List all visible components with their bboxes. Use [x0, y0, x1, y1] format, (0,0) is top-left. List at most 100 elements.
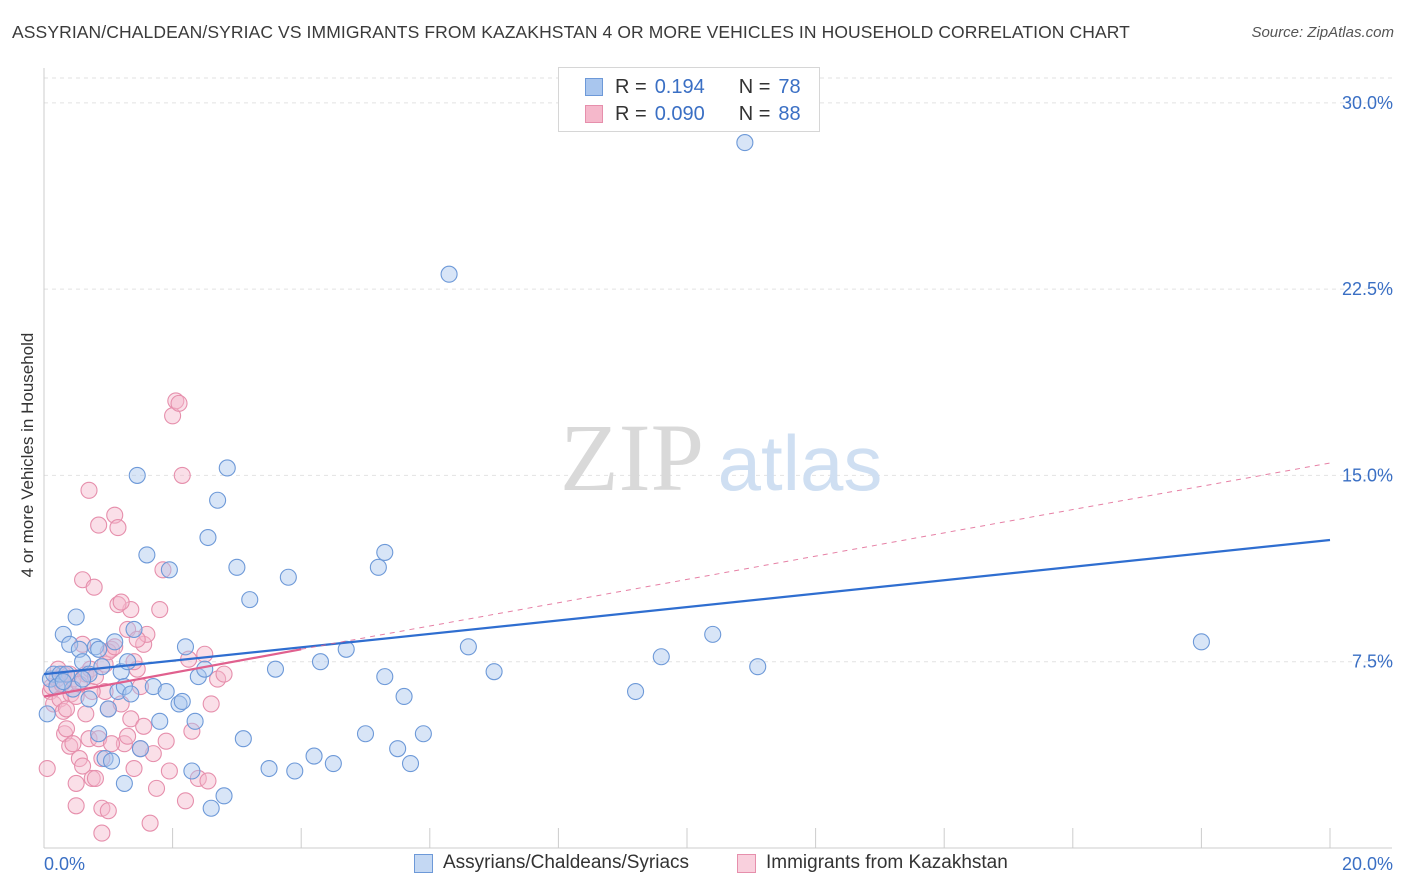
blue-point [144, 677, 162, 696]
blue-point [115, 774, 133, 792]
legend-n-value: 78 [778, 75, 801, 98]
blue-point [119, 653, 137, 671]
pink-point [154, 561, 172, 579]
blue-point [128, 466, 146, 484]
blue-point [74, 670, 92, 688]
pink-point [80, 481, 98, 499]
blue-point [54, 625, 72, 643]
blue-point [173, 692, 191, 711]
blue-point [215, 787, 233, 805]
series-legend: Assyrians/Chaldeans/Syriacs Immigrants f… [0, 852, 1406, 878]
legend-row-blue: R = 0.194 N = 78 [585, 75, 801, 99]
blue-point [90, 725, 108, 743]
blue-point [241, 591, 259, 609]
blue-point [286, 762, 304, 780]
pink-point [67, 774, 85, 792]
blue-point [138, 546, 156, 564]
blue-point [160, 561, 178, 579]
pink-point [61, 737, 79, 755]
pink-point [119, 727, 137, 745]
pink-point [109, 596, 127, 614]
blue-point [266, 660, 285, 678]
pink-point [199, 772, 217, 790]
blue-point [106, 633, 124, 651]
legend-swatch-pink [585, 105, 603, 123]
legend-item-kazakhstan: Immigrants from Kazakhstan [737, 852, 1008, 874]
pink-point [85, 578, 103, 596]
blue-point [389, 740, 407, 758]
blue-point [260, 759, 278, 778]
pink-point [157, 732, 175, 750]
blue-point [485, 663, 503, 681]
legend-item-assyrians: Assyrians/Chaldeans/Syriacs [414, 852, 689, 874]
blue-point [90, 640, 108, 658]
blue-point [54, 673, 72, 691]
blue-point [131, 740, 149, 758]
legend-r-value: 0.090 [654, 102, 705, 125]
pink-point [80, 730, 98, 748]
blue-point [196, 660, 214, 678]
pink-point [64, 735, 82, 753]
legend-row-pink: R = 0.090 N = 88 [585, 102, 801, 126]
blue-point [749, 658, 767, 676]
legend-swatch-blue [585, 78, 603, 96]
blue-point [401, 754, 420, 773]
blue-point [157, 682, 175, 701]
pink-point [160, 762, 178, 780]
blue-point [38, 705, 56, 723]
pink-point [102, 735, 121, 753]
blue-point [228, 558, 246, 576]
blue-point [202, 799, 220, 817]
blue-point [395, 687, 413, 706]
blue-point [324, 754, 342, 773]
pink-point [112, 593, 130, 611]
blue-point [704, 625, 722, 643]
pink-trend-extension [301, 462, 1331, 650]
trend-lines [43, 462, 1331, 698]
pink-point [128, 630, 146, 648]
watermark-atlas: atlas [718, 419, 883, 507]
blue-trend-line [43, 538, 1331, 676]
pink-point [86, 769, 104, 788]
blue-point [311, 653, 330, 671]
y-tick-label: 30.0% [1342, 93, 1393, 113]
blue-point [122, 685, 140, 703]
pink-point [109, 519, 127, 537]
pink-trend-line [43, 648, 302, 698]
pink-point [74, 757, 92, 775]
blue-point [186, 712, 204, 730]
blue-point [305, 747, 323, 765]
blue-point [151, 712, 169, 730]
blue-point [61, 635, 79, 653]
blue-point [234, 730, 252, 748]
data-points [38, 134, 1210, 842]
pink-point [122, 710, 140, 728]
pink-point [125, 759, 143, 778]
pink-point [147, 779, 166, 797]
tick-labels: 7.5% 15.0% 22.5% 30.0% 0.0% 20.0% [44, 93, 1393, 874]
y-tick-label: 7.5% [1352, 652, 1393, 672]
blue-point [337, 640, 355, 658]
pink-point [170, 394, 188, 412]
pink-point [176, 792, 195, 810]
pink-point [93, 824, 111, 842]
blue-point [176, 638, 195, 656]
pink-point [77, 705, 95, 723]
blue-point [209, 491, 227, 509]
legend-r-value: 0.194 [654, 75, 705, 98]
watermark: ZIP atlas [560, 404, 882, 511]
legend-swatch-assyrians [414, 853, 433, 873]
legend-label-kazakhstan: Immigrants from Kazakhstan [766, 852, 1008, 873]
blue-point [356, 725, 375, 743]
pink-point [96, 682, 114, 701]
blue-point [279, 568, 297, 586]
blue-point [125, 620, 143, 638]
pink-point [74, 635, 92, 653]
blue-point [376, 668, 394, 686]
pink-point [38, 759, 56, 778]
blue-point [652, 648, 670, 666]
blue-point [199, 528, 217, 547]
blue-point [1192, 633, 1210, 651]
axes [43, 68, 1392, 849]
